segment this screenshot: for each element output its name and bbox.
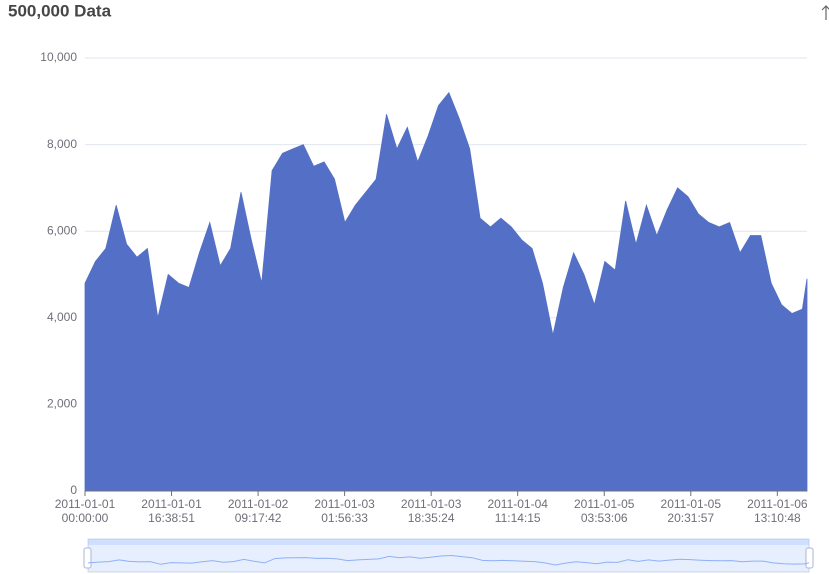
- y-tick-label: 8,000: [47, 137, 77, 151]
- x-tick-label: 2011-01-01 00:00:00: [55, 497, 116, 525]
- y-tick-label: 6,000: [47, 223, 77, 237]
- y-tick-label: 0: [70, 483, 77, 497]
- y-tick-label: 10,000: [40, 50, 77, 64]
- chart-title: 500,000 Data: [8, 1, 112, 20]
- slider-handle-left[interactable]: [83, 547, 92, 569]
- y-tick-label: 4,000: [47, 310, 77, 324]
- x-tick-label: 2011-01-03 01:56:33: [314, 497, 375, 525]
- area: [84, 91, 808, 492]
- slider-top-bar[interactable]: [88, 539, 809, 545]
- slider-handle-right[interactable]: [805, 547, 814, 569]
- x-tick-label: 2011-01-01 16:38:51: [141, 497, 202, 525]
- x-tick-label: 2011-01-03 18:35:24: [401, 497, 462, 525]
- x-tick-label: 2011-01-02 09:17:42: [228, 497, 289, 525]
- y-tick-label: 2,000: [47, 397, 77, 411]
- slider-preview-line: [87, 554, 810, 566]
- x-tick-label: 2011-01-05 20:31:57: [661, 497, 722, 525]
- x-tick-label: 2011-01-05 03:53:06: [574, 497, 635, 525]
- x-tick-label: 2011-01-06 13:10:48: [747, 497, 808, 525]
- x-tick-label: 2011-01-04 11:14:15: [487, 497, 548, 525]
- data-zoom-slider[interactable]: [83, 538, 814, 573]
- toolbox-icon[interactable]: [821, 5, 829, 20]
